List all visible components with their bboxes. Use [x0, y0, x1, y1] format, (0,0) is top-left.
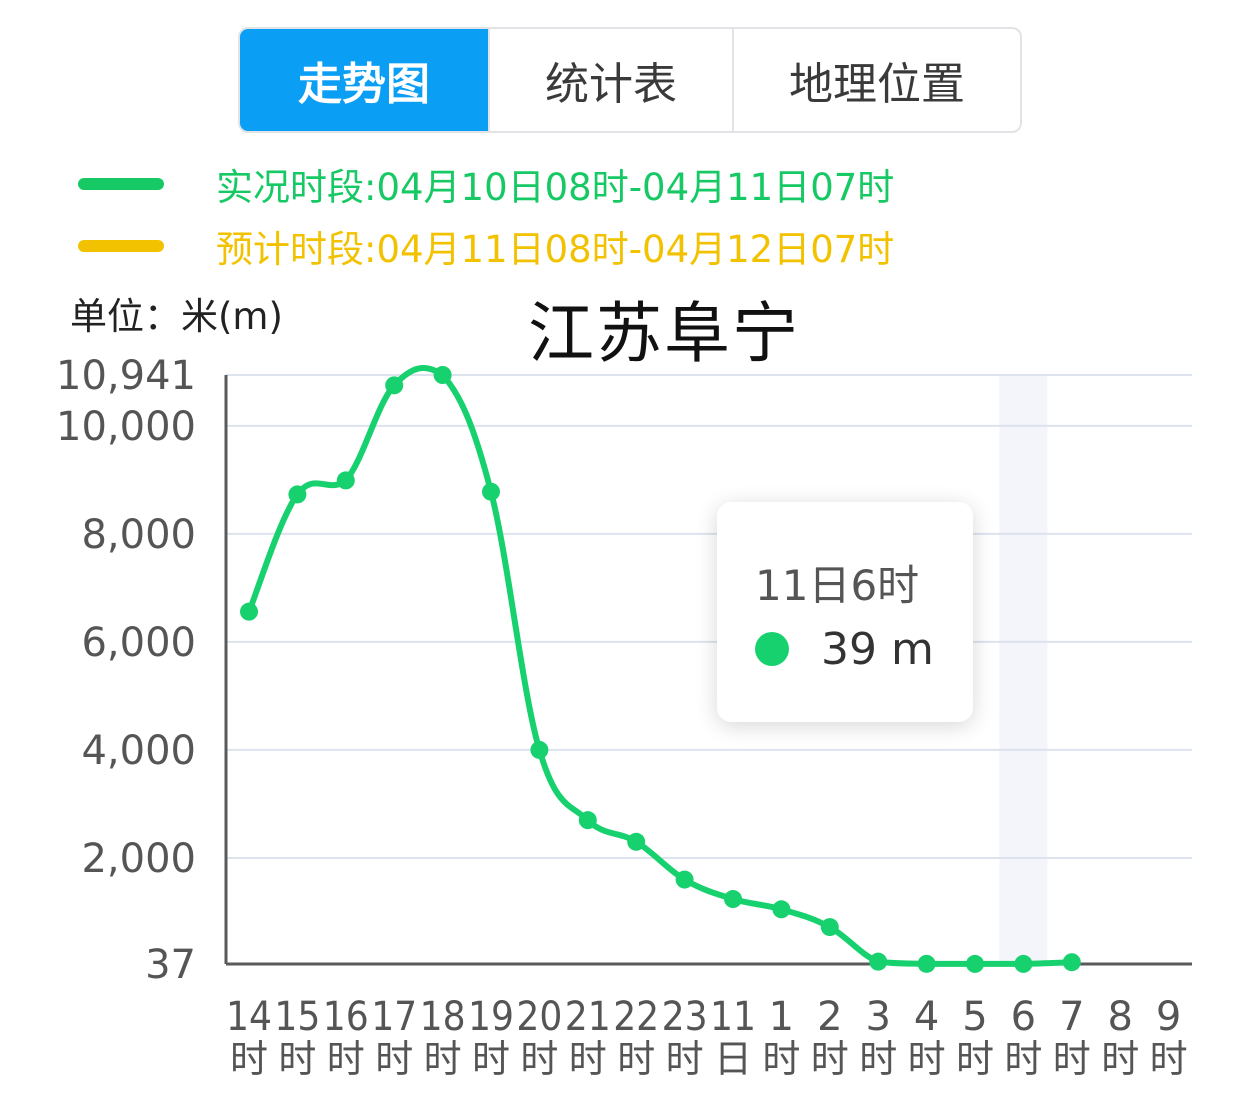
x-tick-label: 19 [468, 994, 514, 1040]
tab-geo-location[interactable]: 地理位置 [732, 29, 1020, 131]
tooltip-value: 39 m [821, 624, 934, 675]
legend-swatch-forecast [78, 240, 164, 252]
data-point [288, 485, 307, 504]
x-tick-label-unit: 时 [520, 1037, 558, 1081]
x-tick-label: 14 [226, 994, 272, 1040]
x-tick-label: 20 [516, 994, 562, 1040]
y-tick-label: 8,000 [81, 512, 196, 558]
x-tick-label: 17 [371, 994, 417, 1040]
y-tick-label: 6,000 [81, 620, 196, 666]
x-tick-label: 23 [662, 994, 708, 1040]
x-tick-label-unit: 时 [617, 1037, 655, 1081]
x-tick-label-unit: 时 [472, 1037, 510, 1081]
x-tick-label: 22 [613, 994, 659, 1040]
x-tick-label-unit: 时 [908, 1037, 946, 1081]
data-point [869, 952, 888, 971]
x-tick-label: 4 [914, 994, 939, 1040]
tooltip-dot [755, 632, 789, 666]
x-tick-label-unit: 时 [375, 1037, 413, 1081]
x-tick-label-unit: 时 [278, 1037, 316, 1081]
data-point [772, 900, 791, 919]
unit-label: 单位：米(m) [70, 295, 283, 338]
data-point [240, 602, 258, 621]
x-tick-label: 5 [962, 994, 987, 1040]
x-tick-label: 6 [1011, 994, 1036, 1040]
x-tick-label-unit: 时 [1004, 1037, 1042, 1081]
chart-title: 江苏阜宁 [528, 295, 800, 372]
data-point [724, 890, 742, 909]
x-tick-label-unit: 时 [956, 1037, 994, 1081]
data-point [336, 471, 355, 490]
x-tick-label-unit: 时 [1150, 1037, 1188, 1081]
x-tick-label-unit: 时 [762, 1037, 800, 1081]
x-tick-label: 3 [865, 994, 890, 1040]
tooltip: 11日6时 39 m [717, 502, 973, 722]
x-tick-label-unit: 时 [1101, 1037, 1139, 1081]
y-tick-label: 4,000 [81, 728, 196, 774]
x-tick-label-unit: 日 [714, 1037, 752, 1081]
legend-label-observed: 实况时段:04月10日08时-04月11日07时 [216, 166, 895, 209]
x-tick-label-unit: 时 [859, 1037, 897, 1081]
y-tick-label: 2,000 [81, 836, 196, 882]
x-tick-label: 7 [1059, 994, 1084, 1040]
data-point [966, 954, 984, 973]
x-tick-label: 9 [1156, 994, 1181, 1040]
legend-label-forecast: 预计时段:04月11日08时-04月12日07时 [216, 228, 895, 271]
data-point [482, 482, 500, 501]
data-point [1014, 954, 1033, 973]
tooltip-title: 11日6时 [755, 561, 920, 610]
x-tick-label: 15 [274, 994, 320, 1040]
x-tick-label: 2 [817, 994, 842, 1040]
y-tick-label: 37 [145, 942, 196, 988]
x-tick-label-unit: 时 [569, 1037, 607, 1081]
x-tick-label-unit: 时 [666, 1037, 704, 1081]
data-point [675, 870, 694, 889]
x-tick-label: 1 [769, 994, 794, 1040]
tab-bar: 走势图 统计表 地理位置 [238, 27, 1022, 133]
x-tick-label: 8 [1107, 994, 1132, 1040]
legend-forecast: 预计时段:04月11日08时-04月12日07时 [78, 221, 894, 271]
data-point [1062, 953, 1081, 972]
x-tick-label-unit: 时 [811, 1037, 849, 1081]
x-tick-label: 16 [323, 994, 369, 1040]
tab-statistics-table[interactable]: 统计表 [488, 29, 732, 131]
highlight-band [999, 375, 1048, 964]
data-point [530, 740, 549, 759]
data-point [820, 918, 839, 937]
x-tick-label-unit: 时 [1053, 1037, 1091, 1081]
x-tick-label-unit: 时 [230, 1037, 268, 1081]
data-point [627, 832, 646, 851]
y-tick-label: 10,000 [56, 404, 196, 450]
x-tick-label: 18 [420, 994, 466, 1040]
legend-observed: 实况时段:04月10日08时-04月11日07时 [78, 159, 894, 209]
data-point [917, 954, 936, 973]
legend-swatch-observed [78, 178, 164, 190]
x-tick-label-unit: 时 [424, 1037, 462, 1081]
x-tick-label-unit: 时 [327, 1037, 365, 1081]
data-point [433, 366, 452, 384]
x-tick-label: 21 [565, 994, 611, 1040]
x-tick-label: 11 [710, 994, 756, 1040]
tab-trend-chart[interactable]: 走势图 [240, 29, 488, 131]
data-point [385, 376, 404, 395]
y-tick-label: 10,941 [56, 353, 196, 399]
data-point [578, 811, 597, 830]
